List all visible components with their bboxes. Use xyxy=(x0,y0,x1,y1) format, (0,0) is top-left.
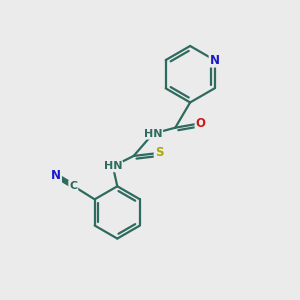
Text: O: O xyxy=(196,117,206,130)
Text: HN: HN xyxy=(144,129,162,139)
Text: C: C xyxy=(69,181,77,191)
Text: N: N xyxy=(51,169,61,182)
Text: N: N xyxy=(210,54,220,67)
Text: S: S xyxy=(155,146,163,160)
Text: HN: HN xyxy=(103,161,122,171)
